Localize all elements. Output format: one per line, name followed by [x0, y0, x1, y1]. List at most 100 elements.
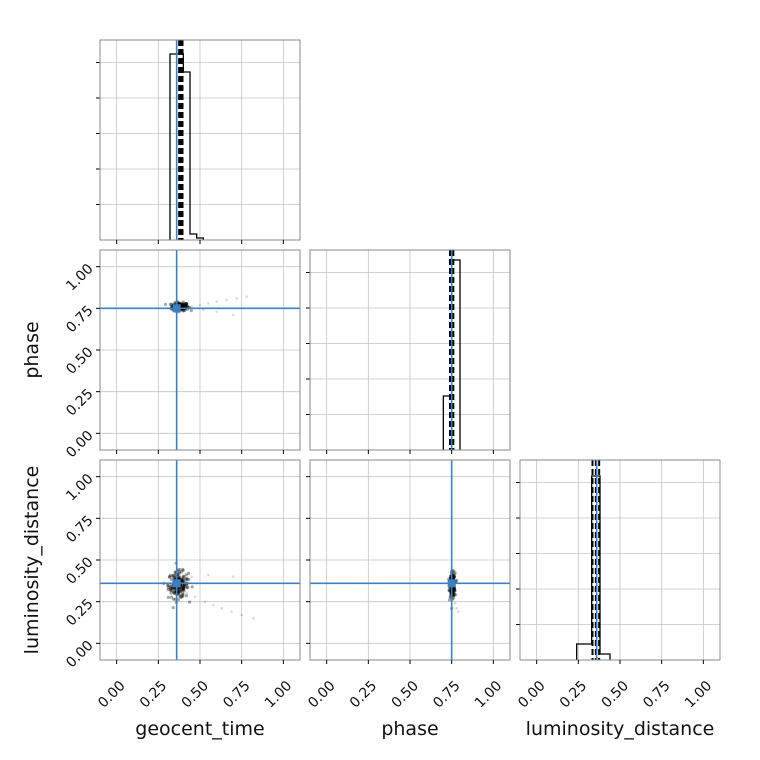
point-luminosity_distance_vs_phase-84 — [452, 575, 456, 579]
tail-point-luminosity_distance_vs_geocent_time-1 — [193, 595, 197, 598]
point-luminosity_distance_vs_geocent_time-159 — [166, 583, 170, 588]
point-luminosity_distance_vs_geocent_time-2 — [172, 586, 176, 590]
point-phase_vs_geocent_time-57 — [181, 304, 185, 308]
point-phase_vs_geocent_time-20 — [183, 308, 187, 312]
point-luminosity_distance_vs_phase-20 — [452, 588, 456, 593]
xtick-label-luminosity_distance-1: 0.25 — [557, 678, 590, 711]
ylabel-luminosity_distance: luminosity_distance — [21, 466, 43, 655]
point-phase_vs_geocent_time-164 — [180, 304, 184, 309]
point-luminosity_distance_vs_geocent_time-61 — [181, 567, 185, 572]
point-luminosity_distance_vs_geocent_time-129 — [166, 595, 170, 599]
point-luminosity_distance_vs_geocent_time-175 — [177, 593, 181, 597]
point-luminosity_distance_vs_geocent_time-178 — [181, 574, 185, 578]
point-phase_vs_geocent_time-53 — [169, 302, 174, 306]
tail-point-phase_vs_geocent_time-7 — [202, 308, 205, 312]
point-luminosity_distance_vs_geocent_time-11 — [182, 578, 186, 582]
ytick-label-luminosity_distance-4: 1.00 — [63, 471, 96, 504]
point-luminosity_distance_vs_geocent_time-184 — [184, 573, 188, 577]
point-phase_vs_geocent_time-187 — [181, 304, 186, 308]
point-luminosity_distance_vs_geocent_time-117 — [170, 574, 175, 578]
point-phase_vs_geocent_time-138 — [181, 304, 185, 308]
point-luminosity_distance_vs_geocent_time-170 — [176, 575, 180, 579]
point-phase_vs_geocent_time-99 — [180, 302, 184, 307]
tail-point-phase_vs_geocent_time-4 — [225, 298, 228, 302]
point-luminosity_distance_vs_geocent_time-110 — [185, 585, 190, 589]
xtick-label-luminosity_distance-3: 0.75 — [640, 678, 673, 711]
point-luminosity_distance_vs_phase-120 — [452, 592, 456, 596]
point-luminosity_distance_vs_geocent_time-14 — [178, 589, 182, 593]
point-luminosity_distance_vs_geocent_time-79 — [167, 574, 172, 579]
point-luminosity_distance_vs_geocent_time-58 — [173, 575, 177, 579]
truth-marker-phase_vs_geocent_time — [172, 304, 181, 313]
tail-point-luminosity_distance_vs_geocent_time-2 — [203, 600, 207, 603]
point-luminosity_distance_vs_phase-161 — [451, 596, 455, 600]
xtick-label-phase-2: 0.50 — [389, 678, 422, 711]
point-luminosity_distance_vs_geocent_time-42 — [180, 591, 185, 595]
point-luminosity_distance_vs_phase-31 — [452, 575, 456, 580]
xtick-label-phase-4: 1.00 — [472, 678, 505, 711]
point-luminosity_distance_vs_geocent_time-35 — [178, 587, 182, 592]
point-luminosity_distance_vs_geocent_time-22 — [185, 576, 189, 580]
point-luminosity_distance_vs_phase-28 — [452, 575, 457, 579]
point-luminosity_distance_vs_phase-37 — [451, 575, 456, 579]
point-luminosity_distance_vs_geocent_time-193 — [182, 574, 186, 579]
point-phase_vs_geocent_time-33 — [180, 304, 185, 308]
point-luminosity_distance_vs_geocent_time-60 — [185, 577, 189, 581]
tail-point-luminosity_distance_vs_phase-5 — [453, 570, 457, 573]
point-luminosity_distance_vs_geocent_time-138 — [180, 579, 184, 583]
point-luminosity_distance_vs_phase-131 — [454, 593, 458, 597]
point-luminosity_distance_vs_geocent_time-185 — [182, 587, 186, 592]
point-luminosity_distance_vs_geocent_time-63 — [169, 573, 173, 577]
point-luminosity_distance_vs_geocent_time-198 — [180, 585, 184, 589]
hist-geocent_time — [169, 53, 204, 240]
point-phase_vs_geocent_time-126 — [184, 302, 188, 306]
point-luminosity_distance_vs_geocent_time-163 — [172, 590, 176, 594]
truth-marker-luminosity_distance_vs_phase — [447, 579, 456, 588]
point-phase_vs_geocent_time-29 — [179, 303, 184, 307]
xtick-label-phase-3: 0.75 — [430, 678, 463, 711]
tail-point-luminosity_distance_vs_geocent_time-8 — [190, 575, 193, 578]
point-luminosity_distance_vs_phase-80 — [452, 593, 456, 598]
point-luminosity_distance_vs_geocent_time-93 — [172, 574, 176, 578]
point-luminosity_distance_vs_geocent_time-5 — [180, 593, 184, 597]
point-phase_vs_geocent_time-65 — [178, 301, 183, 305]
point-luminosity_distance_vs_geocent_time-36 — [173, 591, 177, 595]
point-luminosity_distance_vs_phase-68 — [452, 572, 456, 576]
point-phase_vs_geocent_time-127 — [181, 303, 185, 307]
point-luminosity_distance_vs_phase-72 — [452, 587, 457, 592]
point-luminosity_distance_vs_geocent_time-32 — [179, 589, 183, 593]
xtick-label-geocent_time-0: 0.00 — [95, 678, 128, 711]
xtick-label-phase-0: 0.00 — [305, 678, 338, 711]
point-luminosity_distance_vs_geocent_time-9 — [185, 586, 189, 590]
xlabel-geocent_time: geocent_time — [135, 718, 264, 740]
point-luminosity_distance_vs_geocent_time-46 — [172, 589, 176, 593]
point-phase_vs_geocent_time-48 — [181, 309, 185, 313]
point-luminosity_distance_vs_geocent_time-123 — [180, 577, 184, 581]
point-luminosity_distance_vs_geocent_time-179 — [181, 594, 185, 598]
tail-point-phase_vs_geocent_time-1 — [198, 303, 202, 307]
point-phase_vs_geocent_time-86 — [182, 304, 186, 309]
point-luminosity_distance_vs_phase-157 — [451, 590, 456, 594]
point-luminosity_distance_vs_geocent_time-106 — [178, 594, 182, 599]
point-phase_vs_geocent_time-55 — [184, 302, 188, 306]
point-luminosity_distance_vs_geocent_time-107 — [177, 586, 181, 590]
point-phase_vs_geocent_time-194 — [181, 300, 185, 304]
point-luminosity_distance_vs_phase-155 — [453, 589, 457, 593]
tail-point-luminosity_distance_vs_geocent_time-10 — [232, 575, 235, 578]
xtick-label-geocent_time-2: 0.50 — [179, 678, 212, 711]
point-luminosity_distance_vs_geocent_time-40 — [169, 588, 173, 593]
truth-marker-luminosity_distance_vs_geocent_time — [172, 579, 181, 588]
point-luminosity_distance_vs_geocent_time-154 — [181, 587, 185, 591]
tail-point-phase_vs_geocent_time-3 — [215, 300, 218, 303]
point-phase_vs_geocent_time-137 — [183, 303, 188, 308]
point-luminosity_distance_vs_geocent_time-72 — [183, 585, 187, 589]
point-luminosity_distance_vs_geocent_time-89 — [171, 597, 176, 601]
point-luminosity_distance_vs_phase-90 — [451, 569, 455, 573]
point-phase_vs_geocent_time-4 — [180, 304, 184, 308]
point-phase_vs_geocent_time-190 — [181, 304, 185, 308]
point-luminosity_distance_vs_phase-2 — [451, 576, 456, 580]
tail-point-phase_vs_geocent_time-6 — [245, 295, 248, 298]
point-luminosity_distance_vs_phase-13 — [452, 574, 456, 578]
point-luminosity_distance_vs_geocent_time-133 — [182, 585, 186, 589]
ytick-label-phase-0: 0.00 — [63, 428, 96, 461]
